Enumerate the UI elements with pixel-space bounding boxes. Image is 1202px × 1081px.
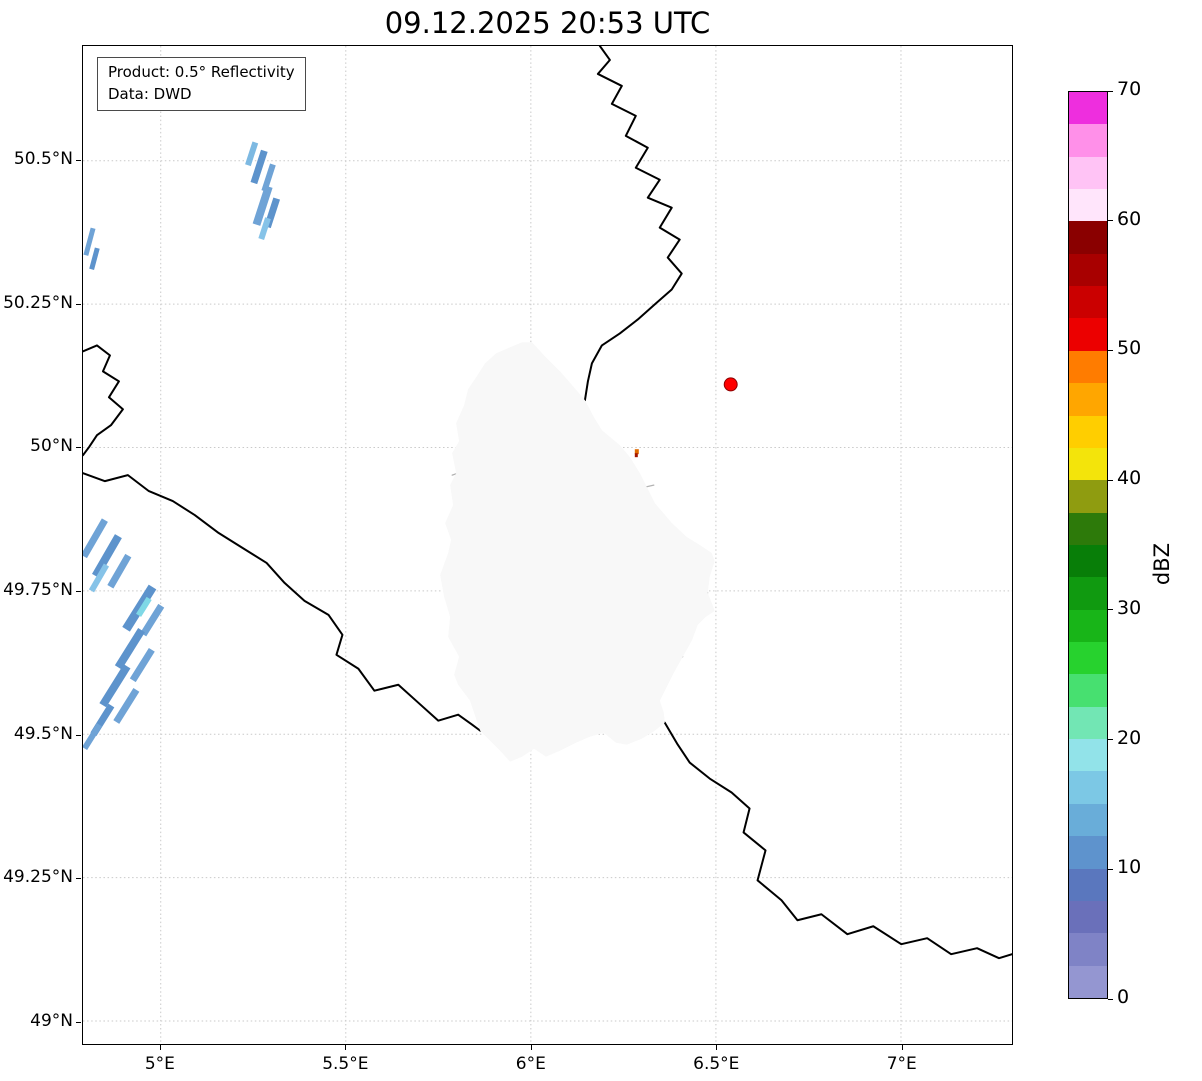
y-tick-mark <box>76 734 81 736</box>
radar-site-marker-layer <box>723 377 738 392</box>
map-plot-area: Product: 0.5° Reflectivity Data: DWD <box>82 45 1013 1045</box>
colorbar-segment <box>1069 91 1107 125</box>
x-tick-mark <box>716 1045 718 1050</box>
y-tick-label: 50.25°N <box>3 292 73 313</box>
info-product-line: Product: 0.5° Reflectivity <box>108 63 295 81</box>
colorbar-segment <box>1069 803 1107 837</box>
colorbar-segment <box>1069 447 1107 481</box>
colorbar-tick-label: 30 <box>1117 596 1142 619</box>
colorbar-segment <box>1069 350 1107 384</box>
radar-echoes <box>83 141 639 751</box>
colorbar-tick-label: 0 <box>1117 986 1130 1008</box>
y-tick-mark <box>76 590 81 592</box>
colorbar-tick-label: 40 <box>1117 467 1142 490</box>
x-tick-mark <box>159 1045 161 1050</box>
colorbar-tick-label: 60 <box>1117 207 1142 230</box>
colorbar-segment <box>1069 739 1107 772</box>
colorbar-segment <box>1069 609 1107 643</box>
colorbar-tick-mark <box>1108 349 1113 351</box>
radar-echo-cluster-left-edge <box>83 227 100 270</box>
colorbar-segment <box>1069 900 1107 934</box>
colorbar-segment <box>1069 383 1107 416</box>
info-data-line: Data: DWD <box>108 84 192 103</box>
colorbar-tick-label: 10 <box>1117 856 1142 879</box>
colorbar-segment <box>1069 674 1107 707</box>
country-borders <box>83 46 1012 960</box>
colorbar-tick-mark <box>1108 609 1113 611</box>
y-tick-label: 49.25°N <box>3 867 73 888</box>
map-canvas <box>83 46 1012 1044</box>
y-tick-mark <box>76 159 81 161</box>
colorbar-segment <box>1069 480 1107 513</box>
colorbar-segment <box>1069 512 1107 545</box>
y-tick-label: 49.5°N <box>13 723 73 744</box>
info-box: Product: 0.5° Reflectivity Data: DWD <box>97 57 306 111</box>
x-tick-label: 6.5°E <box>693 1054 740 1074</box>
colorbar-segment <box>1069 544 1107 578</box>
luxembourg-border-outline <box>439 341 716 763</box>
y-tick-mark <box>76 447 81 449</box>
colorbar-tick-mark <box>1108 90 1113 92</box>
x-tick-label: 5.5°E <box>322 1054 369 1074</box>
grid-lines <box>83 46 1012 1044</box>
colorbar-segment <box>1069 836 1107 869</box>
radar-echo-cluster-north <box>245 141 281 240</box>
y-tick-label: 49°N <box>30 1011 73 1031</box>
border-germany-belgium <box>583 46 683 402</box>
x-tick-label: 5°E <box>144 1054 175 1074</box>
colorbar-segment <box>1069 286 1107 319</box>
y-tick-mark <box>76 303 81 305</box>
colorbar-segment <box>1069 965 1107 998</box>
colorbar-tick-mark <box>1108 220 1113 222</box>
x-tick-label: 6°E <box>515 1054 546 1074</box>
colorbar-tick-mark <box>1108 739 1113 741</box>
border-france-germany <box>663 721 1012 960</box>
colorbar-segment <box>1069 933 1107 966</box>
y-tick-label: 50.5°N <box>13 148 73 169</box>
colorbar-segment <box>1069 706 1107 740</box>
y-tick-mark <box>76 1022 81 1023</box>
colorbar-segment <box>1069 642 1107 675</box>
radar-echo-speck <box>634 449 639 458</box>
x-tick-mark <box>901 1045 903 1050</box>
colorbar-gradient <box>1069 91 1107 998</box>
y-tick-label: 50°N <box>30 436 73 457</box>
colorbar-tick-label: 50 <box>1117 337 1142 360</box>
colorbar-segment <box>1069 253 1107 287</box>
colorbar-segment <box>1069 189 1107 222</box>
colorbar-tick-mark <box>1108 998 1113 1000</box>
colorbar-segment <box>1069 156 1107 190</box>
colorbar-segment <box>1069 318 1107 351</box>
colorbar-segment <box>1069 124 1107 157</box>
colorbar-segment <box>1069 868 1107 901</box>
colorbar-tick-label: 70 <box>1117 78 1142 100</box>
border-belgium-france <box>83 472 482 732</box>
figure-title: 09.12.2025 20:53 UTC <box>384 6 711 40</box>
border-belgium-west-squiggle <box>83 344 124 457</box>
y-tick-label: 49.75°N <box>3 579 73 600</box>
colorbar-tick-mark <box>1108 479 1113 481</box>
x-tick-mark <box>530 1045 532 1050</box>
x-tick-label: 7°E <box>886 1054 917 1074</box>
colorbar-segment <box>1069 771 1107 804</box>
radar-echo-cluster-west <box>83 518 165 751</box>
colorbar-tick-label: 20 <box>1117 726 1142 749</box>
colorbar-segment <box>1069 221 1107 254</box>
y-tick-mark <box>76 878 81 880</box>
colorbar-segment <box>1069 577 1107 610</box>
radar-site-marker <box>723 377 738 392</box>
colorbar <box>1068 91 1108 999</box>
colorbar-segment <box>1069 415 1107 448</box>
x-tick-mark <box>345 1045 347 1050</box>
colorbar-tick-mark <box>1108 868 1113 870</box>
